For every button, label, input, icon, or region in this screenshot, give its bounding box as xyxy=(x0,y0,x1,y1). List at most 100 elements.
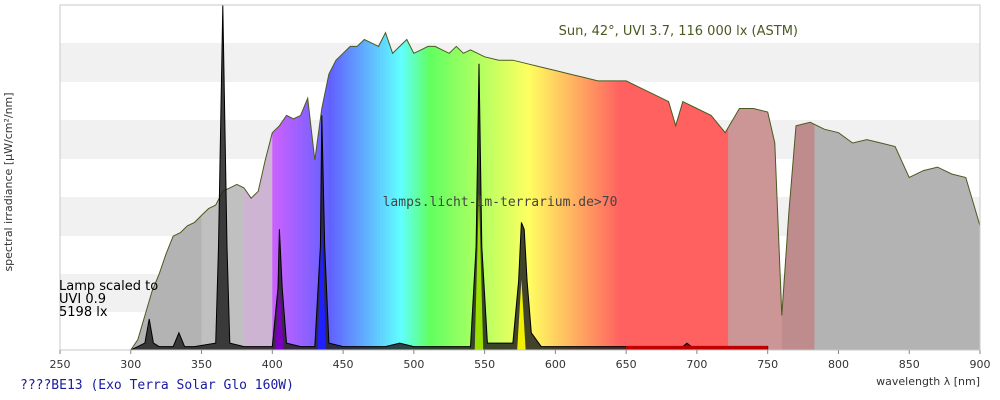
spectrum-strip xyxy=(555,32,559,350)
spectrum-strip xyxy=(733,32,738,350)
spectrum-strip xyxy=(583,32,588,350)
spectrum-strip xyxy=(512,32,517,350)
spectrum-strip xyxy=(258,32,262,350)
spectrum-strip xyxy=(546,32,551,350)
x-tick-label: 750 xyxy=(757,358,778,371)
spectrum-strip xyxy=(368,32,372,350)
spectrum-strip xyxy=(275,32,279,350)
spectrum-strip xyxy=(580,32,585,350)
spectrum-strip xyxy=(716,32,721,350)
spectrum-strip xyxy=(244,32,248,350)
lamp-peak-color xyxy=(275,283,284,350)
spectrum-strip xyxy=(428,32,432,350)
spectrum-strip xyxy=(433,32,438,350)
spectrum-strip xyxy=(314,32,319,350)
spectrum-strip xyxy=(436,32,440,350)
spectrum-strip xyxy=(419,32,423,350)
spectrum-strip xyxy=(484,32,488,350)
spectrum-strip xyxy=(280,32,285,350)
lamp-peak-color xyxy=(317,220,327,350)
spectrum-strip xyxy=(311,32,316,350)
spectrum-strip xyxy=(371,32,375,350)
spectrum-strip xyxy=(278,32,282,350)
spectrum-strip xyxy=(651,32,655,350)
spectrum-strip xyxy=(289,32,293,350)
spectrum-strip xyxy=(439,32,443,350)
lamp-red-baseline xyxy=(626,345,768,350)
spectrum-strip xyxy=(515,32,520,350)
spectrum-strip xyxy=(399,32,404,350)
lamp-caption: ????BE13 (Exo Terra Solar Glo 160W) xyxy=(20,378,294,393)
lamp-annotation-line-2: UVI 0.9 xyxy=(59,292,106,307)
spectrum-strip xyxy=(529,32,534,350)
spectrum-strip xyxy=(507,32,511,350)
spectrum-strip xyxy=(374,32,378,350)
spectrum-strip xyxy=(578,32,582,350)
spectrum-strip xyxy=(334,32,338,350)
spectrum-strip xyxy=(266,32,270,350)
spectrum-strip xyxy=(481,32,486,350)
spectrum-strip xyxy=(498,32,503,350)
sun-annotation: Sun, 42°, UVI 3.7, 116 000 lx (ASTM) xyxy=(559,24,798,39)
spectrum-strip xyxy=(396,32,401,350)
spectrum-strip xyxy=(705,32,709,350)
spectrum-strip xyxy=(549,32,554,350)
lamp-outline xyxy=(130,4,769,351)
x-tick-label: 700 xyxy=(686,358,707,371)
lamp-annotation-line-3: 5198 lx xyxy=(59,305,108,320)
spectrum-strip xyxy=(552,32,556,350)
spectrum-strip xyxy=(711,32,715,350)
spectrum-strip xyxy=(620,32,624,350)
spectrum-strip xyxy=(722,32,726,350)
spectrum-strip xyxy=(340,32,344,350)
spectrum-strip xyxy=(759,32,763,350)
spectrum-strip xyxy=(411,32,415,350)
spectrum-strip xyxy=(606,32,610,350)
spectrum-strip xyxy=(728,32,732,350)
spectrum-strip xyxy=(317,32,321,350)
spectrum-strip xyxy=(566,32,571,350)
spectrum-strip xyxy=(626,32,630,350)
spectrum-strip xyxy=(337,32,341,350)
spectrum-strip xyxy=(535,32,539,350)
spectrum-strip xyxy=(569,32,573,350)
spectrum-strip xyxy=(501,32,505,350)
spectrum-strip xyxy=(331,32,336,350)
spectrum-strip xyxy=(394,32,398,350)
spectrum-strip xyxy=(541,32,545,350)
lamp-peak-color xyxy=(474,192,484,350)
spectrum-strip xyxy=(592,32,596,350)
spectrum-strip xyxy=(694,32,698,350)
x-tick-label: 500 xyxy=(403,358,424,371)
spectrum-strip xyxy=(657,32,661,350)
spectrum-strip xyxy=(668,32,672,350)
spectrum-strip xyxy=(379,32,384,350)
spectrum-strip xyxy=(646,32,650,350)
spectrum-strip xyxy=(261,32,265,350)
spectrum-strip xyxy=(286,32,290,350)
spectrum-strip xyxy=(699,32,704,350)
spectrum-strip xyxy=(750,32,755,350)
x-axis-ticks: 250 300 350 400 450 500 550 600 650 700 750 800 850 9… xyxy=(50,350,991,371)
spectrum-strip xyxy=(354,32,358,350)
spectrum-strip xyxy=(524,32,528,350)
spectrum-strip xyxy=(521,32,525,350)
spectrum-strip xyxy=(283,32,287,350)
spectrum-strip xyxy=(467,32,471,350)
spectrum-strip xyxy=(682,32,687,350)
spectrum-strip xyxy=(634,32,638,350)
x-axis-label: wavelength λ [nm] xyxy=(876,375,980,388)
spectrum-strip xyxy=(495,32,500,350)
spectrum-strip xyxy=(527,32,531,350)
spectrum-strip xyxy=(767,32,772,350)
spectrum-strip xyxy=(713,32,718,350)
x-tick-label: 900 xyxy=(970,358,991,371)
spectrum-strip xyxy=(719,32,723,350)
spectrum-strip xyxy=(295,32,299,350)
spectrum-strip xyxy=(405,32,409,350)
spectrum-strip xyxy=(422,32,426,350)
spectrum-strip xyxy=(561,32,565,350)
spectrum-strip xyxy=(323,32,327,350)
spectrum-strip xyxy=(612,32,616,350)
spectrum-strip xyxy=(747,32,752,350)
